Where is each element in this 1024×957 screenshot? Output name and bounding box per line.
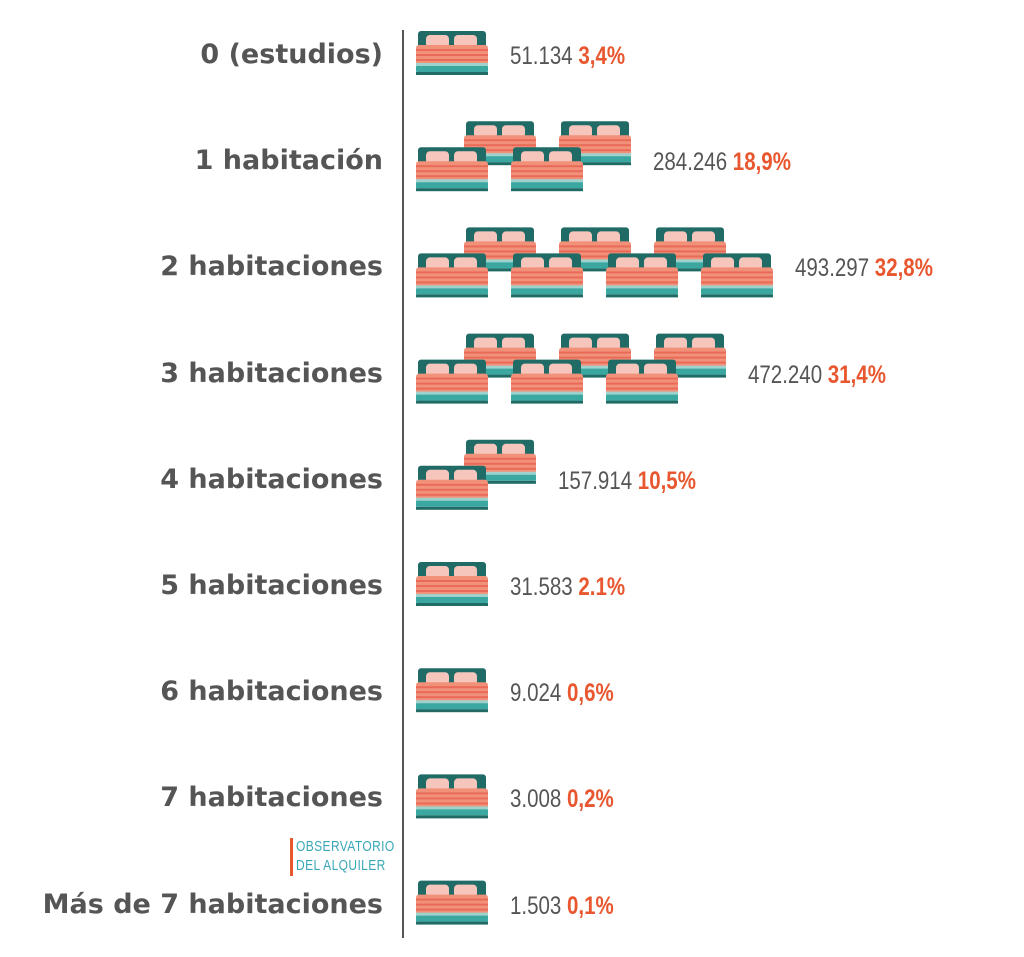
- category-label: 2 habitaciones: [160, 251, 383, 283]
- logo-bar: [290, 838, 293, 876]
- count-value: 31.583: [510, 573, 579, 601]
- value-label: 9.024 0,6%: [510, 678, 614, 708]
- count-value: 51.134: [510, 42, 579, 70]
- value-label: 31.583 2.1%: [510, 572, 625, 602]
- category-label: 3 habitaciones: [160, 357, 383, 389]
- logo-line-1: OBSERVATORIO: [296, 838, 395, 855]
- bed-icon: [701, 253, 773, 298]
- bed-icon: [416, 465, 488, 510]
- category-label: 5 habitaciones: [160, 570, 383, 601]
- value-label: 472.240 31,4%: [748, 360, 886, 390]
- percent-value: 0,1%: [567, 891, 614, 920]
- count-value: 472.240: [748, 360, 828, 389]
- category-icons: [416, 227, 773, 298]
- category-label: 0 (estudios): [200, 39, 383, 70]
- bed-icon: [511, 253, 583, 298]
- category-icons: [416, 121, 631, 192]
- bed-icon: [654, 333, 726, 378]
- bed-icon: [416, 253, 488, 298]
- percent-value: 18,9%: [732, 148, 791, 177]
- value-label: 51.134 3,4%: [510, 41, 625, 71]
- category-icons: [416, 31, 488, 75]
- bed-icon: [416, 31, 488, 75]
- bed-icon: [416, 774, 488, 819]
- category-label: Más de 7 habitaciones: [42, 888, 383, 920]
- bed-icon: [416, 668, 488, 713]
- category-label: 7 habitaciones: [160, 782, 383, 814]
- category-label: 4 habitaciones: [160, 463, 383, 495]
- value-label: 1.503 0,1%: [510, 891, 614, 921]
- bed-icon: [511, 147, 583, 192]
- count-value: 9.024: [510, 679, 568, 708]
- percent-value: 31,4%: [827, 360, 886, 389]
- category-label: 6 habitaciones: [160, 676, 383, 708]
- count-value: 157.914: [558, 466, 638, 495]
- category-icons: [416, 774, 488, 819]
- percent-value: 2.1%: [578, 573, 626, 601]
- observatorio-logo: OBSERVATORIO DEL ALQUILER: [290, 836, 394, 878]
- count-value: 3.008: [510, 785, 568, 814]
- value-label: 3.008 0,2%: [510, 784, 614, 814]
- count-value: 1.503: [510, 891, 568, 920]
- category-icons: [416, 562, 488, 606]
- bed-icon: [416, 147, 488, 192]
- percent-value: 0,2%: [567, 785, 614, 814]
- category-icons: [416, 668, 488, 713]
- bed-icon: [511, 359, 583, 404]
- value-label: 157.914 10,5%: [558, 466, 696, 496]
- count-value: 284.246: [653, 148, 733, 177]
- percent-value: 32,8%: [874, 254, 933, 283]
- bed-icon: [606, 253, 678, 298]
- value-label: 493.297 32,8%: [795, 253, 933, 283]
- bed-icon: [606, 359, 678, 404]
- category-label: 1 habitación: [194, 145, 383, 177]
- bed-icon: [416, 359, 488, 404]
- count-value: 493.297: [795, 254, 875, 283]
- bed-icon: [416, 880, 488, 925]
- bed-icon: [416, 562, 488, 606]
- percent-value: 0,6%: [567, 679, 614, 708]
- category-icons: [416, 439, 536, 510]
- category-icons: [416, 333, 726, 404]
- percent-value: 10,5%: [637, 466, 696, 495]
- logo-line-2: DEL ALQUILER: [296, 857, 386, 874]
- category-icons: [416, 880, 488, 925]
- axis-line: [402, 30, 404, 938]
- value-label: 284.246 18,9%: [653, 147, 791, 177]
- percent-value: 3,4%: [578, 42, 626, 70]
